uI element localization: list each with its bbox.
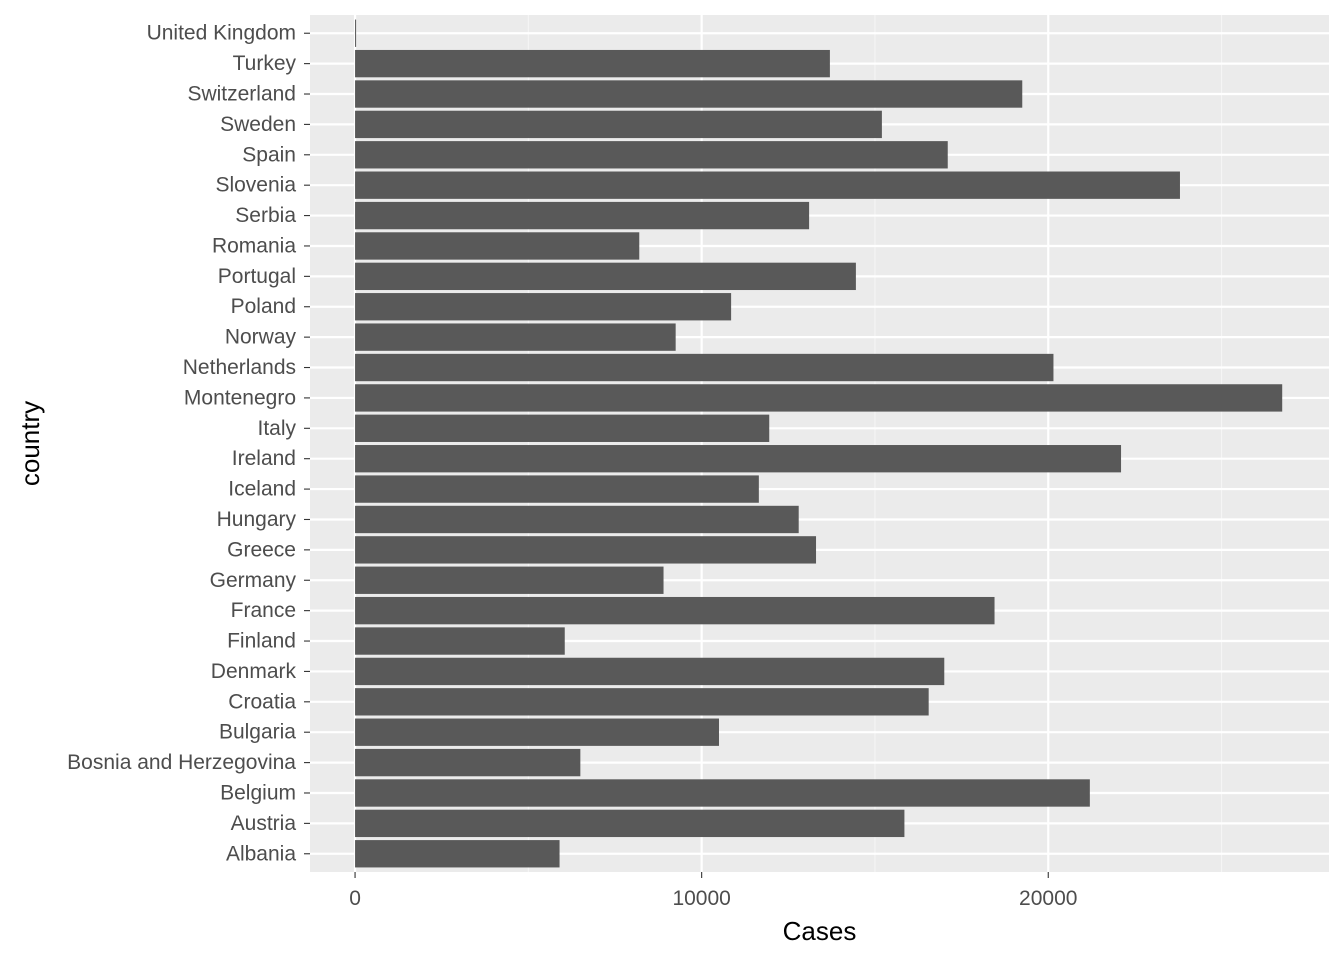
bar — [355, 718, 719, 746]
y-tick-label: Croatia — [228, 690, 296, 713]
y-tick-label: Albania — [226, 842, 296, 865]
bar — [355, 536, 817, 564]
bar — [355, 627, 565, 655]
y-tick-label: Ireland — [232, 447, 296, 470]
y-tick-label: Romania — [212, 234, 296, 257]
x-axis-title: Cases — [783, 916, 857, 946]
bar — [355, 201, 810, 230]
y-tick-label: Norway — [225, 326, 297, 349]
y-tick-label: Slovenia — [215, 174, 296, 197]
x-axis: 0 10000 20000 — [349, 872, 1077, 910]
bar — [355, 232, 640, 260]
y-tick-label: Denmark — [211, 660, 297, 683]
bar — [355, 505, 799, 534]
bar — [355, 596, 995, 625]
bar — [355, 748, 581, 777]
x-tick-label: 10000 — [672, 887, 730, 910]
y-tick-label: France — [231, 599, 296, 622]
bar — [355, 840, 560, 868]
x-tick-label: 20000 — [1019, 887, 1077, 910]
x-tick-label: 0 — [349, 887, 361, 910]
bar — [355, 293, 732, 321]
bar — [355, 110, 882, 139]
bars — [355, 19, 1283, 868]
y-tick-label: Serbia — [235, 204, 296, 227]
bar — [355, 809, 905, 838]
bar — [355, 49, 830, 78]
bar — [355, 19, 357, 47]
y-tick-label: Hungary — [217, 508, 297, 531]
y-tick-label: Finland — [227, 630, 296, 653]
bar — [355, 141, 948, 169]
bar — [355, 657, 945, 686]
y-tick-label: Bosnia and Herzegovina — [67, 751, 296, 774]
bar — [355, 323, 676, 351]
y-axis: Albania Austria Belgium Bosnia and Herzegov… — [67, 22, 310, 865]
bar — [355, 171, 1180, 199]
bar — [355, 353, 1054, 382]
y-tick-label: Sweden — [220, 113, 296, 136]
bar — [355, 445, 1122, 473]
y-axis-title: country — [15, 401, 45, 486]
bar — [355, 414, 770, 442]
y-tick-label: Germany — [210, 569, 297, 592]
y-tick-label: Greece — [227, 538, 296, 561]
y-tick-label: Netherlands — [183, 356, 296, 379]
y-tick-label: Spain — [242, 143, 296, 166]
y-tick-label: Turkey — [233, 52, 297, 75]
bar — [355, 779, 1090, 807]
bar — [355, 80, 1023, 108]
y-tick-label: Montenegro — [184, 386, 296, 409]
y-tick-label: Iceland — [228, 478, 296, 501]
y-tick-label: Portugal — [218, 265, 296, 288]
bar — [355, 475, 759, 503]
y-tick-label: Austria — [231, 812, 297, 835]
y-tick-label: Italy — [257, 417, 296, 440]
bar — [355, 384, 1283, 412]
y-tick-label: United Kingdom — [147, 22, 296, 45]
y-tick-label: Belgium — [220, 781, 296, 804]
bar — [355, 688, 929, 716]
y-tick-label: Switzerland — [187, 83, 296, 106]
bar — [355, 262, 856, 291]
y-tick-label: Poland — [231, 295, 296, 318]
bar — [355, 566, 664, 594]
y-tick-label: Bulgaria — [219, 721, 296, 744]
